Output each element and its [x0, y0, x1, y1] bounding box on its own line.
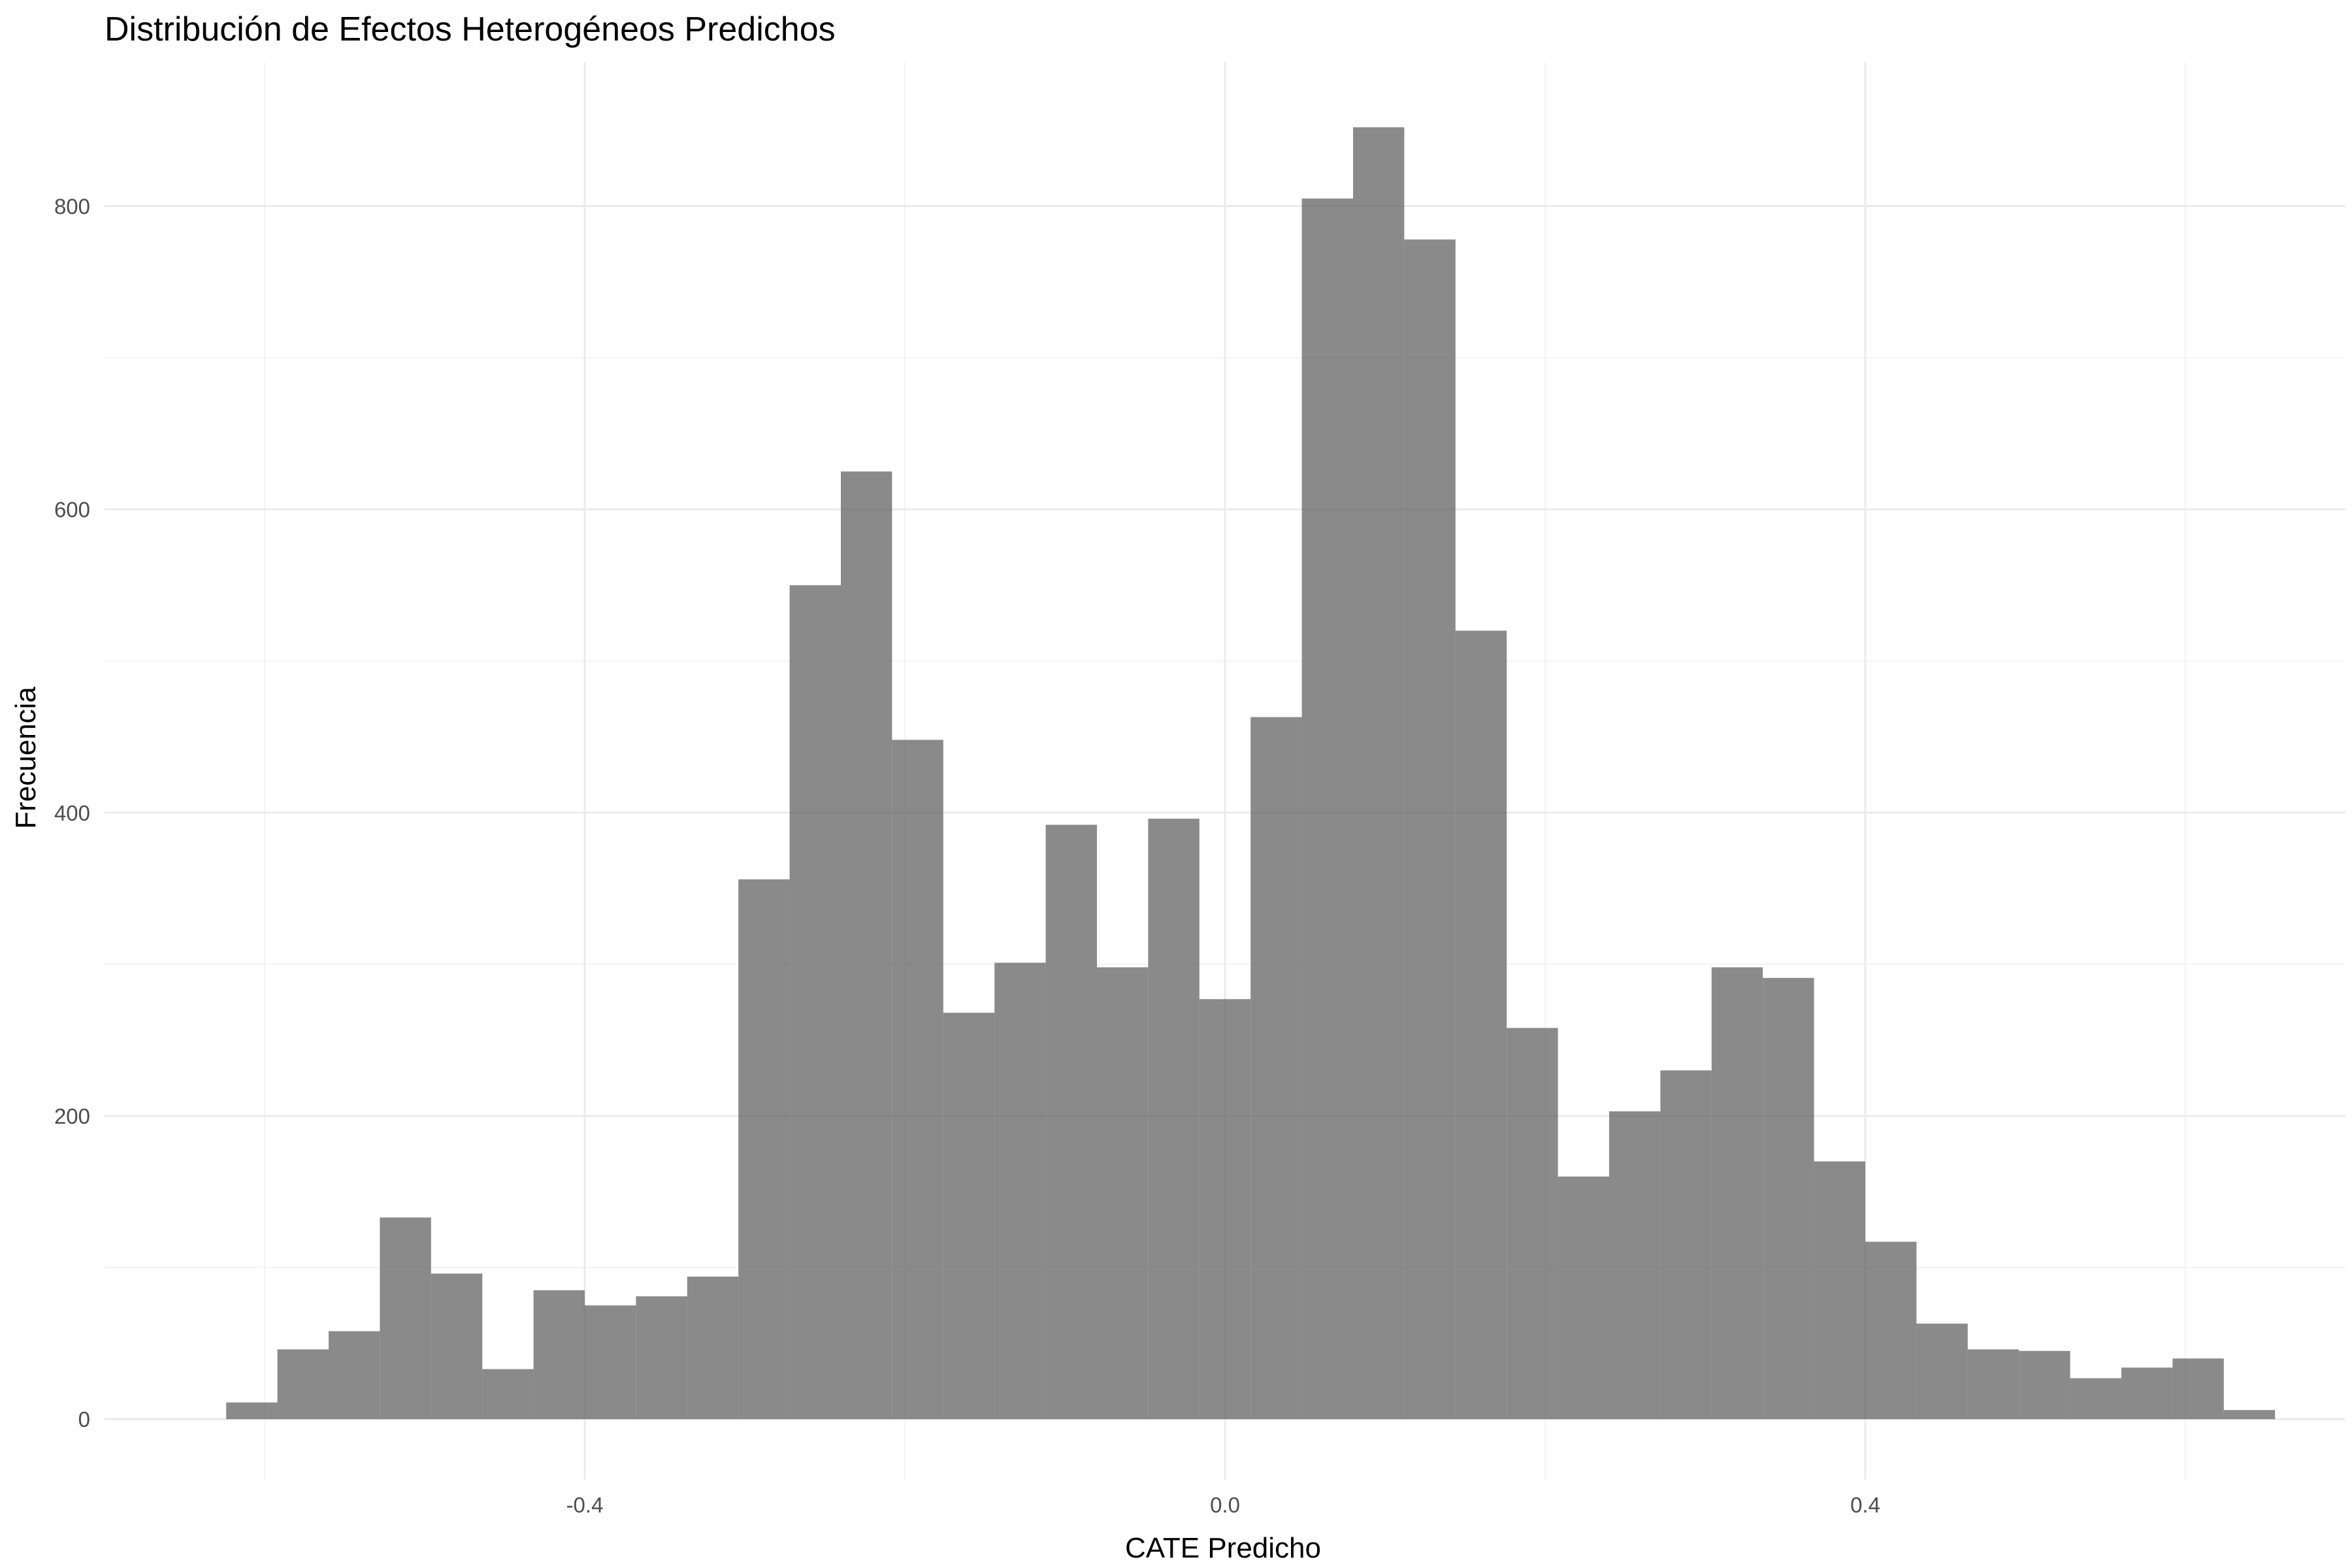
- histogram-bars: [226, 127, 2276, 1420]
- histogram-bar: [1660, 1070, 1712, 1420]
- histogram-bar: [789, 585, 841, 1420]
- histogram-bar: [1609, 1111, 1661, 1420]
- histogram-bar: [277, 1349, 329, 1420]
- histogram-bar: [738, 879, 790, 1420]
- histogram-bar: [1865, 1241, 1917, 1420]
- x-axis-ticks: -0.4 0.0 0.4: [566, 1493, 1880, 1517]
- histogram-bar: [1916, 1323, 1968, 1420]
- y-tick-label: 800: [54, 194, 90, 218]
- histogram-bar: [892, 740, 943, 1420]
- histogram-bar: [1763, 977, 1814, 1420]
- histogram-bar: [1199, 999, 1251, 1420]
- histogram-bar: [1148, 819, 1200, 1420]
- histogram-bar: [687, 1277, 739, 1420]
- histogram-bar: [329, 1331, 380, 1420]
- histogram-bar: [2223, 1410, 2276, 1420]
- histogram-bar: [431, 1273, 483, 1420]
- histogram-bar: [636, 1296, 687, 1420]
- x-tick-label: 0.0: [1210, 1493, 1240, 1517]
- histogram-bar: [2121, 1367, 2173, 1420]
- histogram-bar: [1967, 1349, 2019, 1420]
- chart-title: Distribución de Efectos Heterogéneos Pre…: [105, 10, 836, 48]
- histogram-bar: [2019, 1350, 2070, 1420]
- y-tick-label: 400: [54, 801, 90, 825]
- histogram-bar: [1404, 239, 1456, 1420]
- histogram-bar: [994, 962, 1046, 1420]
- histogram-bar: [533, 1290, 585, 1420]
- histogram-bar: [1711, 967, 1763, 1420]
- x-tick-label: 0.4: [1850, 1493, 1880, 1517]
- y-axis-ticks: 0 200 400 600 800: [54, 194, 90, 1431]
- histogram-bar: [1301, 198, 1353, 1420]
- histogram-bar: [841, 471, 892, 1420]
- histogram-bar: [1250, 717, 1302, 1420]
- x-tick-label: -0.4: [566, 1493, 604, 1517]
- histogram-bar: [2070, 1378, 2121, 1420]
- histogram-bar: [1353, 127, 1405, 1420]
- y-axis-title: Frecuencia: [10, 687, 42, 829]
- histogram-bar: [1045, 825, 1097, 1420]
- histogram-bar: [380, 1217, 431, 1420]
- histogram-bar: [2172, 1358, 2224, 1420]
- y-tick-label: 200: [54, 1104, 90, 1128]
- histogram-bar: [1558, 1176, 1609, 1420]
- histogram-bar: [482, 1369, 534, 1420]
- histogram-bar: [1814, 1161, 1865, 1420]
- histogram-bar: [226, 1402, 278, 1420]
- histogram-bar: [943, 1013, 995, 1420]
- y-tick-label: 0: [78, 1407, 90, 1431]
- x-axis-title: CATE Predicho: [1125, 1532, 1321, 1564]
- histogram-bar: [1097, 967, 1149, 1420]
- histogram-bar: [585, 1305, 636, 1420]
- histogram-bar: [1507, 1028, 1558, 1420]
- y-tick-label: 600: [54, 498, 90, 522]
- histogram-bar: [1455, 630, 1507, 1420]
